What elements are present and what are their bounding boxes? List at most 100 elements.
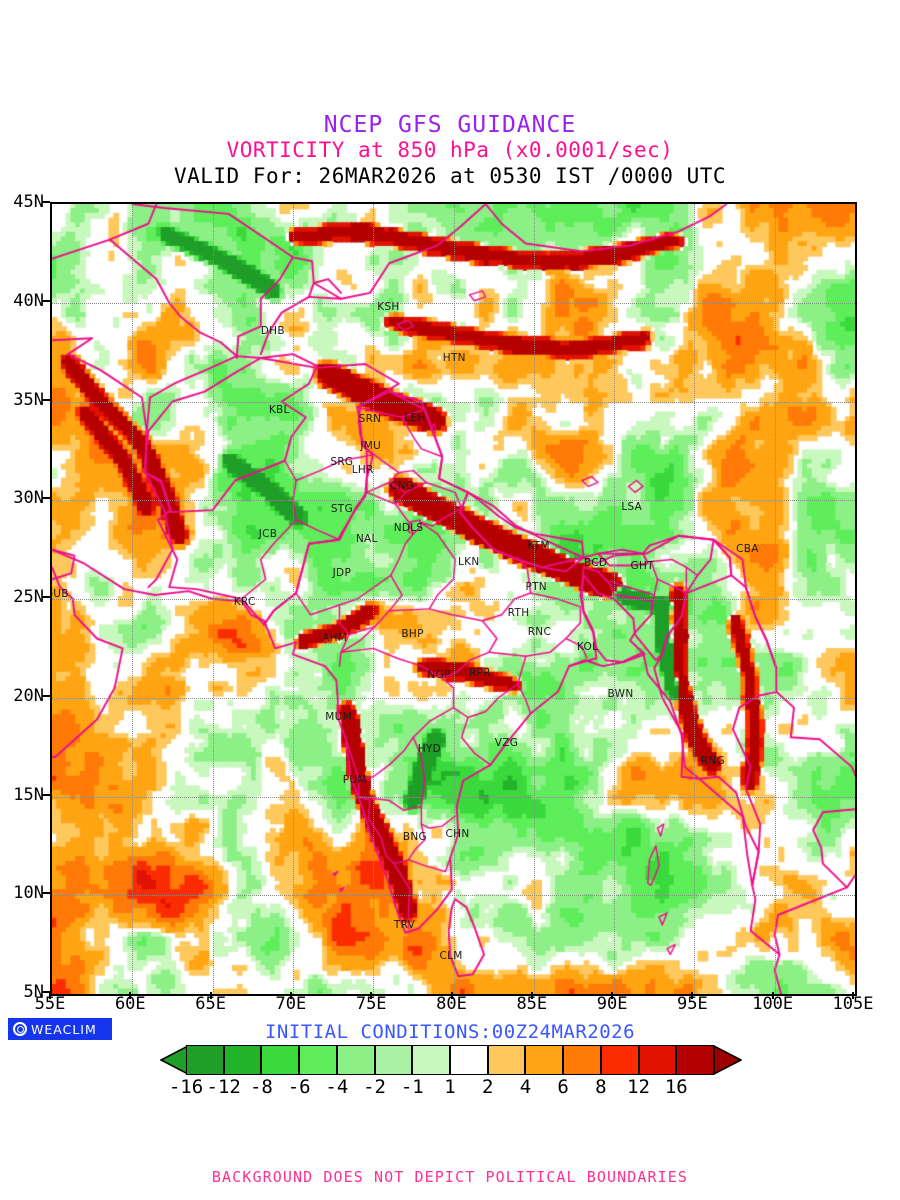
colorbar-band-0[interactable] bbox=[186, 1045, 224, 1075]
y-axis-tick bbox=[42, 793, 50, 796]
city-label-clm: CLM bbox=[439, 950, 463, 963]
x-axis-label-85E: 85E bbox=[516, 994, 548, 1014]
colorbar-tick-2: 2 bbox=[481, 1076, 494, 1098]
colorbar-tick-minus12: -12 bbox=[206, 1076, 241, 1098]
city-label-pum: PUM bbox=[342, 773, 367, 786]
map-plot-area[interactable]: DHB KSH HTN KBL SRN LEH JMU SRG LHR CNG STG LSA NDLS… bbox=[50, 202, 857, 996]
city-label-kol: KOL bbox=[576, 641, 599, 654]
x-axis-tick bbox=[771, 992, 774, 999]
colorbar-band-2[interactable] bbox=[261, 1045, 300, 1075]
x-axis-tick bbox=[49, 992, 51, 999]
title-line-variable: VORTICITY at 850 hPa (x0.0001/sec) bbox=[226, 138, 674, 162]
colorbar-band-5[interactable] bbox=[374, 1045, 413, 1075]
city-label-rth: RTH bbox=[507, 606, 530, 619]
colorbar-band-9[interactable] bbox=[525, 1045, 564, 1075]
x-axis-tick bbox=[209, 992, 212, 999]
city-label-chn: CHN bbox=[445, 828, 470, 841]
colorbar-right-arrow bbox=[714, 1045, 742, 1075]
colorbar-tick-minus4: -4 bbox=[325, 1076, 349, 1098]
colorbar[interactable] bbox=[160, 1045, 742, 1075]
city-label-bcd: BCD bbox=[583, 557, 608, 570]
title-block: NCEP GFS GUIDANCE VORTICITY at 850 hPa (… bbox=[0, 112, 900, 189]
city-label-lhr: LHR bbox=[351, 463, 374, 476]
x-axis-tick bbox=[129, 992, 132, 999]
colorbar-tick-4: 4 bbox=[519, 1076, 532, 1098]
city-label-ndls: NDLS bbox=[393, 521, 424, 534]
x-axis-label-55E: 55E bbox=[34, 994, 66, 1014]
y-axis-tick bbox=[42, 991, 50, 993]
y-axis-label-45N: 45N bbox=[13, 192, 44, 212]
x-axis-label-70E: 70E bbox=[275, 994, 307, 1014]
y-axis-label-35N: 35N bbox=[13, 389, 44, 410]
colorbar-band-6[interactable] bbox=[412, 1045, 450, 1075]
x-axis-label-105E: 105E bbox=[832, 994, 874, 1014]
colorbar-band-12[interactable] bbox=[638, 1045, 677, 1075]
city-label-cba: CBA bbox=[736, 542, 759, 555]
vorticity-contour-canvas bbox=[52, 204, 855, 994]
x-axis-label-65E: 65E bbox=[195, 994, 226, 1014]
colorbar-tick-12: 12 bbox=[627, 1076, 651, 1098]
city-label-ksh: KSH bbox=[377, 300, 400, 313]
city-label-jdp: JDP bbox=[332, 567, 352, 580]
city-label-nal: NAL bbox=[355, 532, 378, 545]
colorbar-band-11[interactable] bbox=[600, 1045, 639, 1075]
colorbar-tick-minus16: -16 bbox=[168, 1076, 204, 1098]
colorbar-tick-6: 6 bbox=[557, 1076, 569, 1098]
disclaimer-text: BACKGROUND DOES NOT DEPICT POLITICAL BOU… bbox=[211, 1168, 689, 1186]
city-label-stg: STG bbox=[330, 503, 353, 516]
y-axis-label-40N: 40N bbox=[13, 290, 44, 311]
title-line-valid-time: VALID For: 26MAR2026 at 0530 IST /0000 U… bbox=[173, 164, 726, 188]
x-axis-label-100E: 100E bbox=[752, 994, 794, 1014]
colorbar-tick-labels: -16 -12 -8 -6 -4 -2 -1 1 2 4 6 8 12 16 bbox=[0, 1076, 900, 1102]
colorbar-band-10[interactable] bbox=[563, 1045, 601, 1075]
initial-conditions-label: INITIAL CONDITIONS:00Z24MAR2026 bbox=[264, 1021, 636, 1043]
colorbar-tick-16: 16 bbox=[664, 1076, 688, 1098]
city-label-ght: GHT bbox=[630, 560, 654, 573]
city-label-rng: RNG bbox=[700, 754, 725, 767]
city-label-ngp: NGP bbox=[427, 669, 451, 682]
city-label-bng: BNG bbox=[402, 830, 428, 843]
colorbar-band-3[interactable] bbox=[299, 1045, 337, 1075]
y-axis-label-15N: 15N bbox=[13, 784, 44, 805]
city-label-dhb: DHB bbox=[260, 325, 285, 338]
city-label-srn: SRN bbox=[358, 413, 382, 426]
y-axis-tick bbox=[42, 694, 50, 697]
circle-target-icon bbox=[13, 1022, 27, 1036]
colorbar-band-8[interactable] bbox=[487, 1045, 526, 1075]
x-axis-tick bbox=[370, 992, 373, 999]
y-axis-label-10N: 10N bbox=[13, 883, 44, 904]
colorbar-band-7[interactable] bbox=[450, 1045, 488, 1075]
y-axis-tick bbox=[42, 201, 50, 203]
city-label-bwn: BWN bbox=[607, 687, 634, 700]
colorbar-band-1[interactable] bbox=[223, 1045, 262, 1075]
x-axis-tick bbox=[450, 992, 453, 999]
city-label-ktm: KTM bbox=[527, 539, 550, 552]
x-axis-label-75E: 75E bbox=[355, 994, 387, 1014]
y-axis-tick bbox=[42, 497, 50, 500]
colorbar-tick-minus8: -8 bbox=[249, 1076, 273, 1098]
weaclim-logo[interactable]: WEACLIM bbox=[8, 1018, 112, 1040]
city-label-htn: HTN bbox=[442, 352, 466, 365]
x-axis-tick bbox=[611, 992, 614, 999]
city-label-rpr: RPR bbox=[469, 667, 491, 680]
x-axis-label-95E: 95E bbox=[677, 994, 708, 1014]
city-label-rnc: RNC bbox=[527, 625, 552, 638]
x-axis-tick bbox=[852, 992, 854, 999]
x-axis-tick bbox=[530, 992, 533, 999]
colorbar-tick-minus1: -1 bbox=[400, 1076, 424, 1098]
title-line-model: NCEP GFS GUIDANCE bbox=[323, 112, 577, 138]
colorbar-tick-8: 8 bbox=[595, 1076, 607, 1098]
x-axis-tick bbox=[289, 992, 292, 999]
y-axis-tick bbox=[42, 596, 50, 598]
y-axis-tick bbox=[42, 398, 50, 401]
city-label-lsa: LSA bbox=[621, 501, 643, 514]
city-label-dub: DUB bbox=[52, 588, 69, 601]
y-axis-label-20N: 20N bbox=[13, 685, 44, 706]
city-label-leh: LEH bbox=[404, 412, 426, 425]
city-label-kbl: KBL bbox=[268, 404, 290, 417]
colorbar-band-13[interactable] bbox=[676, 1045, 714, 1075]
city-label-mum: MUM bbox=[325, 710, 353, 723]
city-label-hyd: HYD bbox=[417, 743, 442, 756]
colorbar-band-4[interactable] bbox=[336, 1045, 375, 1075]
x-axis-label-90E: 90E bbox=[596, 994, 628, 1014]
